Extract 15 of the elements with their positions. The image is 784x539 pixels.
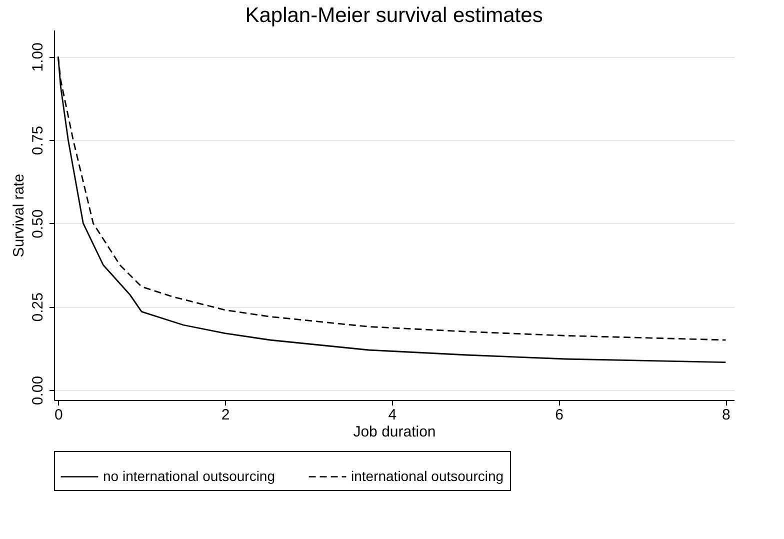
chart-title: Kaplan-Meier survival estimates	[245, 4, 543, 27]
x-tick-label: 6	[555, 406, 564, 424]
y-tick-label: 0.25	[30, 292, 46, 322]
y-axis-title: Survival rate	[10, 174, 28, 258]
x-tick-label: 2	[221, 406, 230, 424]
y-tick-label: 0.50	[30, 209, 46, 238]
x-axis-title: Job duration	[353, 424, 436, 440]
x-tick-label: 8	[722, 406, 730, 424]
x-tick-label: 0	[54, 406, 63, 424]
legend-label: no international outsourcing	[103, 468, 276, 484]
legend-label: international outsourcing	[351, 468, 504, 484]
y-tick-label: 1.00	[30, 42, 46, 72]
y-tick-label: 0.75	[30, 126, 46, 156]
y-tick-label: 0.00	[30, 376, 46, 406]
x-tick-label: 4	[388, 406, 397, 424]
